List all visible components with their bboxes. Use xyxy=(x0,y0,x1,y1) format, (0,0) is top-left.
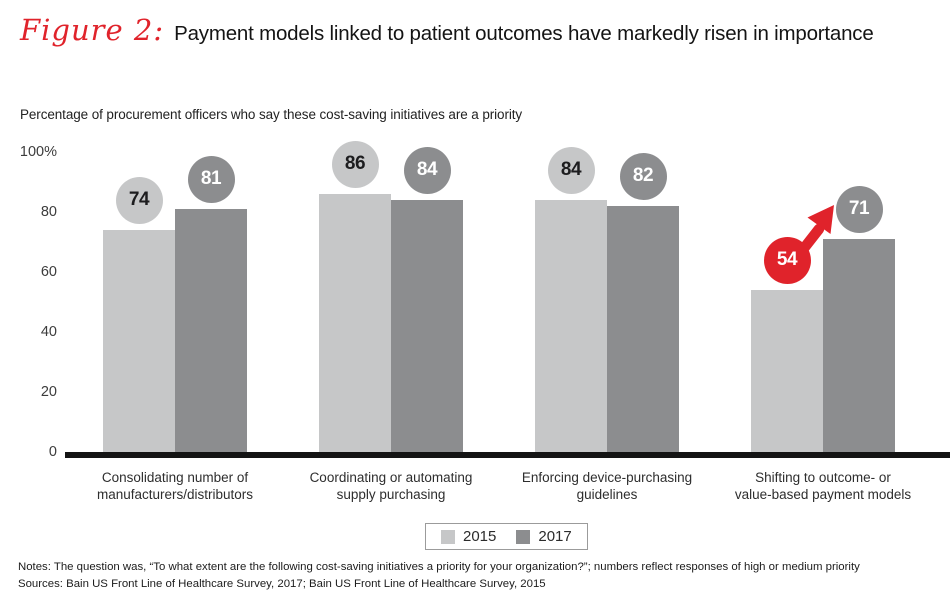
value-label-2017-group4: 71 xyxy=(835,185,883,233)
category-label-group1: Consolidating number of manufacturers/di… xyxy=(96,470,254,502)
bar-2017-group3 xyxy=(607,206,679,452)
figure-title: Payment models linked to patient outcome… xyxy=(174,22,874,45)
bar-2015-group2 xyxy=(319,194,391,452)
value-label-2015-group3: 84 xyxy=(547,146,595,194)
bar-2017-group2 xyxy=(391,200,463,452)
category-label-group2: Coordinating or automating supply purcha… xyxy=(309,470,473,502)
legend-item-2017: 2017 xyxy=(516,528,572,545)
bar-2015-group3 xyxy=(535,200,607,452)
value-label-2017-group1: 81 xyxy=(187,155,235,203)
legend-swatch-2017 xyxy=(516,529,531,544)
bar-2015-group4 xyxy=(751,290,823,452)
sources-line: Sources: Bain US Front Line of Healthcar… xyxy=(18,577,546,590)
y-tick-60: 60 xyxy=(40,264,57,280)
bar-2017-group4 xyxy=(823,239,895,452)
category-label-group4: Shifting to outcome- or value-based paym… xyxy=(734,470,912,502)
chart-subtitle: Percentage of procurement officers who s… xyxy=(20,107,523,122)
value-label-2017-group2: 84 xyxy=(403,146,451,194)
value-label-2015-group4: 54 xyxy=(763,236,811,284)
figure-label: Figure 2: xyxy=(20,13,165,47)
figure-header: Figure 2: Payment models linked to patie… xyxy=(20,14,874,46)
y-tick-40: 40 xyxy=(40,324,57,340)
value-label-2015-group2: 86 xyxy=(331,140,379,188)
y-tick-80: 80 xyxy=(40,204,57,220)
footnotes: Notes: The question was, “To what extent… xyxy=(18,559,860,592)
x-axis-line xyxy=(65,452,950,458)
value-label-2017-group3: 82 xyxy=(619,152,667,200)
category-label-group3: Enforcing device-purchasing guidelines xyxy=(521,470,693,502)
y-tick-0: 0 xyxy=(48,444,57,460)
legend-swatch-2015 xyxy=(441,529,455,544)
bar-2015-group1 xyxy=(103,230,175,452)
legend-label-2015: 2015 xyxy=(463,528,497,545)
notes-line: Notes: The question was, “To what extent… xyxy=(18,561,860,573)
legend-label-2017: 2017 xyxy=(538,528,572,545)
y-tick-100: 100% xyxy=(19,144,57,160)
legend: 2015 2017 xyxy=(425,523,588,550)
legend-item-2015: 2015 xyxy=(441,528,496,545)
y-tick-20: 20 xyxy=(40,384,57,400)
value-label-2015-group1: 74 xyxy=(115,176,163,224)
bar-2017-group1 xyxy=(175,209,247,452)
